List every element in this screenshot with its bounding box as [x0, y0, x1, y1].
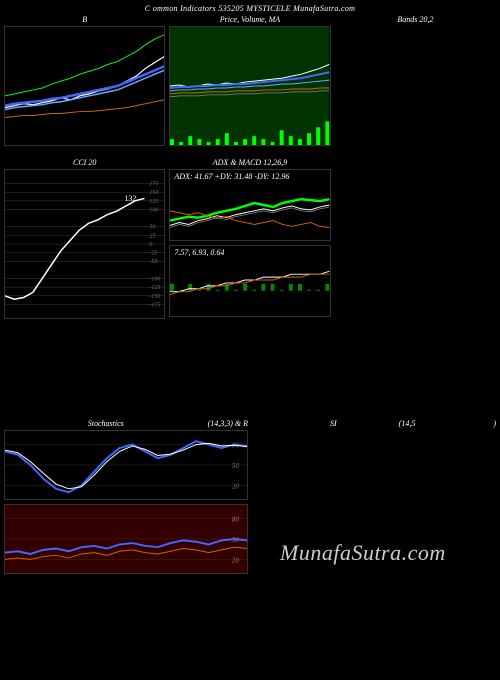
svg-text:100: 100 — [149, 207, 158, 213]
cci-title: CCI 20 — [4, 158, 165, 169]
stoch-title: Stochastics (14,3,3) & R — [4, 419, 248, 430]
page-header: C ommon Indicators 535205 MYSTICELE Muna… — [0, 0, 500, 15]
svg-text:0: 0 — [149, 242, 152, 248]
svg-text:50: 50 — [232, 537, 240, 544]
cci-chart: 17515012510050250-25-50-100-125-150-175 … — [4, 169, 165, 319]
svg-text:175: 175 — [149, 182, 158, 188]
svg-text:-50: -50 — [149, 259, 157, 265]
adx-text: ADX: 41.67 +DY: 31.48 -DY: 12.96 — [174, 172, 289, 181]
cci-value: 132 — [124, 194, 136, 203]
svg-text:25: 25 — [149, 233, 155, 239]
panel-stoch: Stochastics (14,3,3) & R 20 50 80 20 50 80 — [4, 419, 248, 574]
bottom-grid: Stochastics (14,3,3) & R 20 50 80 20 50 80 S… — [0, 419, 500, 574]
stoch-chart: 205080 — [4, 430, 248, 500]
panel-cci: CCI 20 175 150 125 100 50 25 0 -25 -50 -100 -125 -1… — [4, 158, 165, 319]
svg-text:-100: -100 — [149, 277, 160, 283]
header-main: ommon Indicators 535205 MYSTICELE Munafa… — [153, 4, 355, 13]
svg-text:-150: -150 — [149, 294, 160, 300]
svg-text:20: 20 — [232, 483, 240, 490]
svg-text:125: 125 — [149, 199, 158, 205]
price-chart — [169, 26, 330, 146]
panel-bands-label: Bands 20,2 — [335, 15, 496, 146]
top-grid: B Price, Volume, MA Bands 20,2 CCI 20 17… — [0, 15, 500, 319]
macd-chart: 7.57, 6.93, 0.64 — [169, 245, 330, 317]
panel-rsi: SI (14,5 ) — [252, 419, 496, 574]
wr-chart: 20 50 80 — [4, 504, 248, 574]
svg-text:-125: -125 — [149, 285, 160, 291]
svg-text:-175: -175 — [149, 302, 160, 308]
panel-bb: B — [4, 15, 165, 146]
adx-title: ADX & MACD 12,26,9 — [169, 158, 330, 169]
svg-text:-25: -25 — [149, 251, 157, 257]
svg-text:20: 20 — [232, 557, 240, 564]
panel-price: Price, Volume, MA — [169, 15, 330, 146]
bb-chart — [4, 26, 165, 146]
bands-title: Bands 20,2 — [335, 15, 496, 26]
price-title: Price, Volume, MA — [169, 15, 330, 26]
svg-text:80: 80 — [232, 517, 240, 524]
macd-text: 7.57, 6.93, 0.64 — [174, 248, 224, 257]
bb-title: B — [4, 15, 165, 26]
svg-text:150: 150 — [149, 190, 158, 196]
adx-chart: ADX: 41.67 +DY: 31.48 -DY: 12.96 — [169, 169, 330, 241]
panel-adx-macd: ADX & MACD 12,26,9 ADX: 41.67 +DY: 31.48… — [169, 158, 330, 319]
rsi-title: SI (14,5 ) — [252, 419, 496, 430]
svg-text:50: 50 — [149, 225, 155, 231]
svg-text:50: 50 — [232, 463, 240, 470]
header-left: C — [145, 4, 151, 13]
